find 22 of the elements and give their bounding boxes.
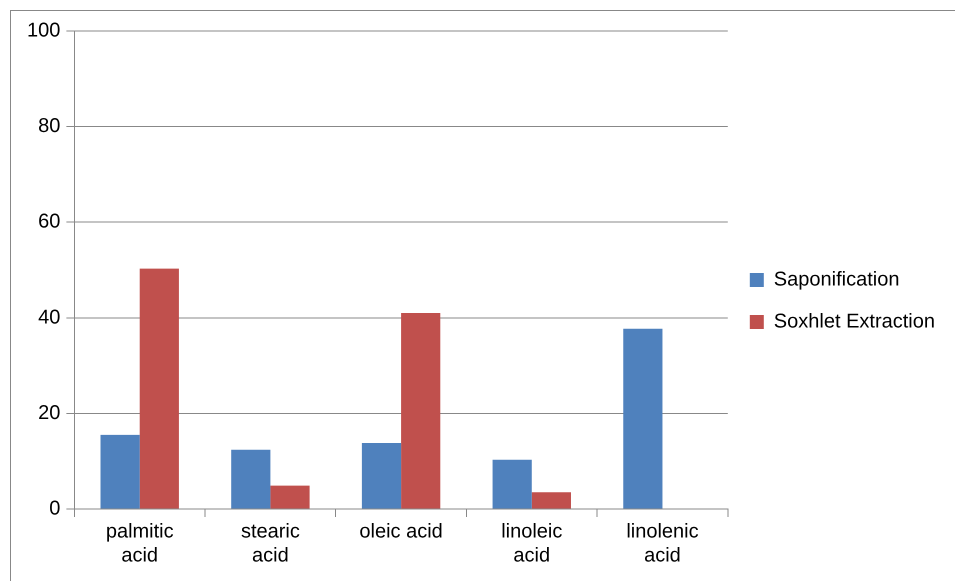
bar (270, 486, 310, 508)
bar (362, 443, 402, 508)
bar (140, 268, 179, 508)
y-tick-label: 20 (38, 402, 60, 424)
y-tick-label: 80 (38, 115, 60, 138)
bar (100, 434, 140, 508)
legend-label: Saponification (774, 268, 900, 291)
bar (401, 313, 440, 508)
y-tick-label: 0 (49, 498, 60, 520)
y-tick-label: 40 (38, 306, 60, 328)
x-tick-label: linolenic acid (626, 520, 699, 567)
x-tick-label: palmitic acid (106, 520, 174, 567)
y-tick-label: 100 (26, 20, 60, 42)
legend-label: Soxhlet Extraction (774, 310, 936, 333)
y-tick-label: 60 (38, 210, 60, 233)
x-tick-label: stearic acid (240, 520, 300, 567)
x-tick-label: linoleic acid (501, 520, 562, 567)
bar (231, 450, 270, 508)
bar (492, 460, 532, 508)
bar (532, 492, 571, 508)
x-tick-label: oleic acid (359, 520, 443, 543)
bar (623, 328, 662, 508)
